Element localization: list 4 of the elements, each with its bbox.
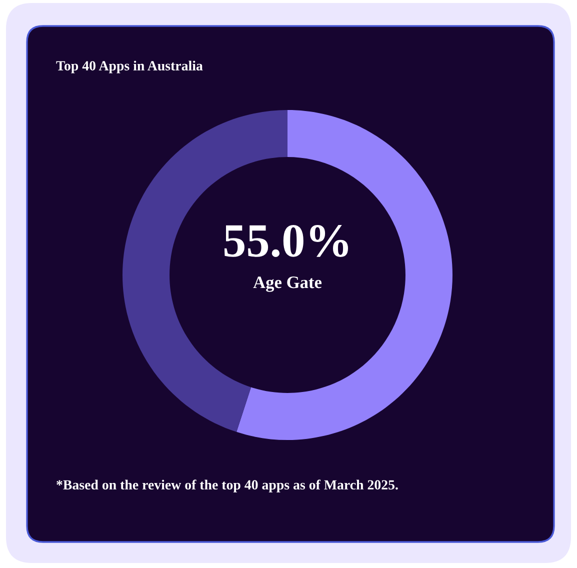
- text: *Based on the review of the top 40 apps as of March 2025.: [56, 480, 398, 492]
- data-label: 55.0%: [224, 224, 348, 258]
- slice-label: Age Gate: [253, 276, 322, 292]
- chart-title: Top 40 Apps in Australia: [56, 60, 203, 74]
